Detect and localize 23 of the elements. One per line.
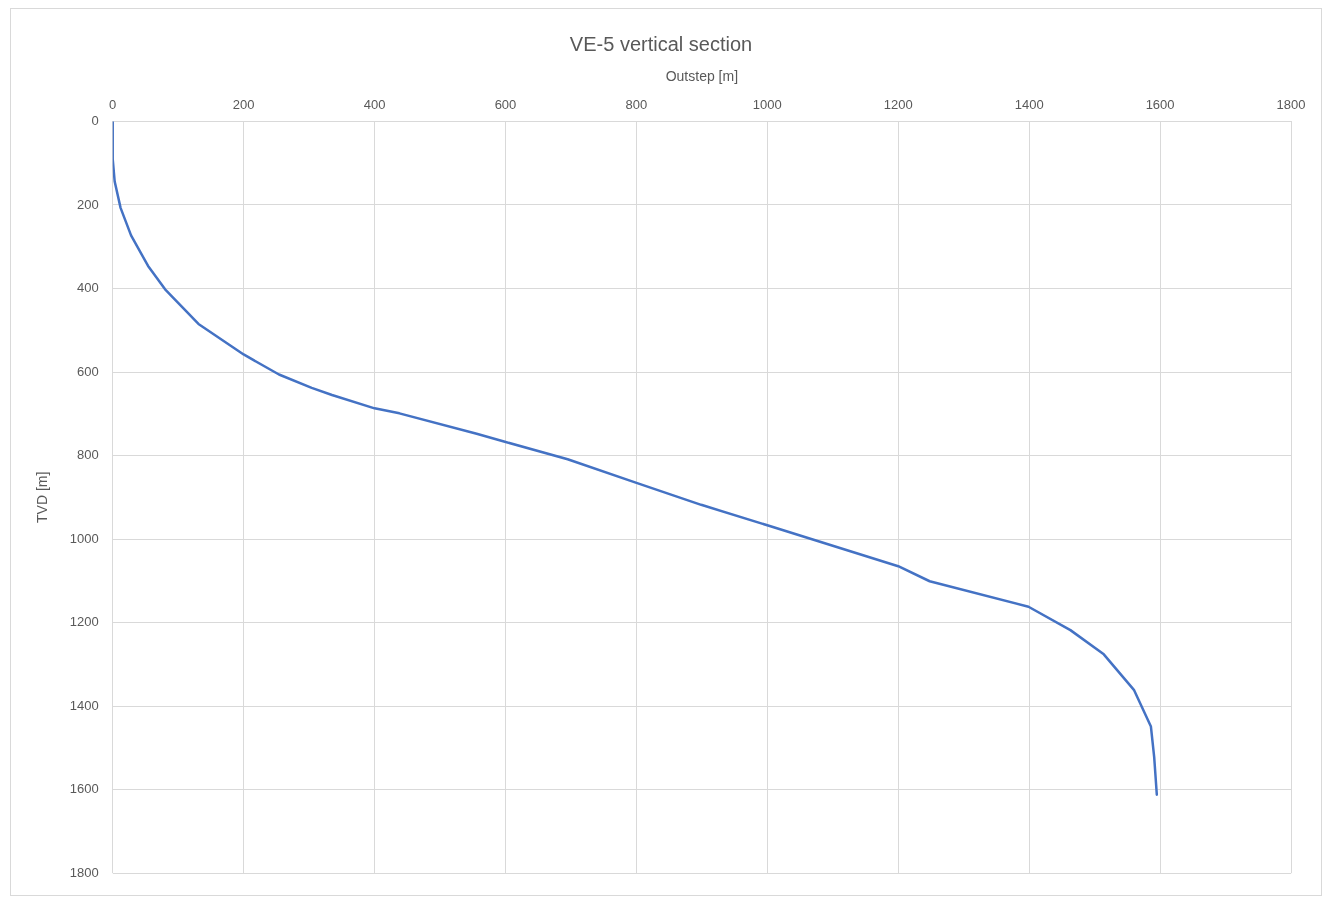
x-tick-label: 800: [625, 97, 648, 113]
x-tick-label: 400: [363, 97, 386, 113]
y-axis-title: TVD [m]: [34, 471, 51, 523]
y-tick-label: 200: [77, 196, 99, 212]
x-axis-title: Outstep [m]: [665, 68, 739, 85]
x-tick-label: 1400: [1014, 97, 1044, 113]
x-tick-label: 1200: [883, 97, 913, 113]
y-tick-label: 400: [77, 280, 99, 296]
y-tick-label: 1400: [69, 697, 99, 713]
y-tick-label: 600: [77, 363, 99, 379]
chart-title: VE-5 vertical section: [569, 32, 753, 55]
y-tick-label: 1800: [69, 864, 99, 880]
y-tick-label: 1000: [69, 530, 99, 546]
x-tick-label: 200: [232, 97, 255, 113]
y-tick-label: 0: [91, 112, 99, 128]
x-tick-label: 0: [109, 97, 117, 113]
x-tick-label: 1000: [752, 97, 782, 113]
x-tick-label: 1800: [1276, 97, 1306, 113]
y-tick-label: 1600: [69, 781, 99, 797]
x-tick-label: 600: [494, 97, 517, 113]
y-tick-label: 800: [77, 447, 99, 463]
x-tick-label: 1600: [1145, 97, 1175, 113]
y-tick-label: 1200: [69, 614, 99, 630]
